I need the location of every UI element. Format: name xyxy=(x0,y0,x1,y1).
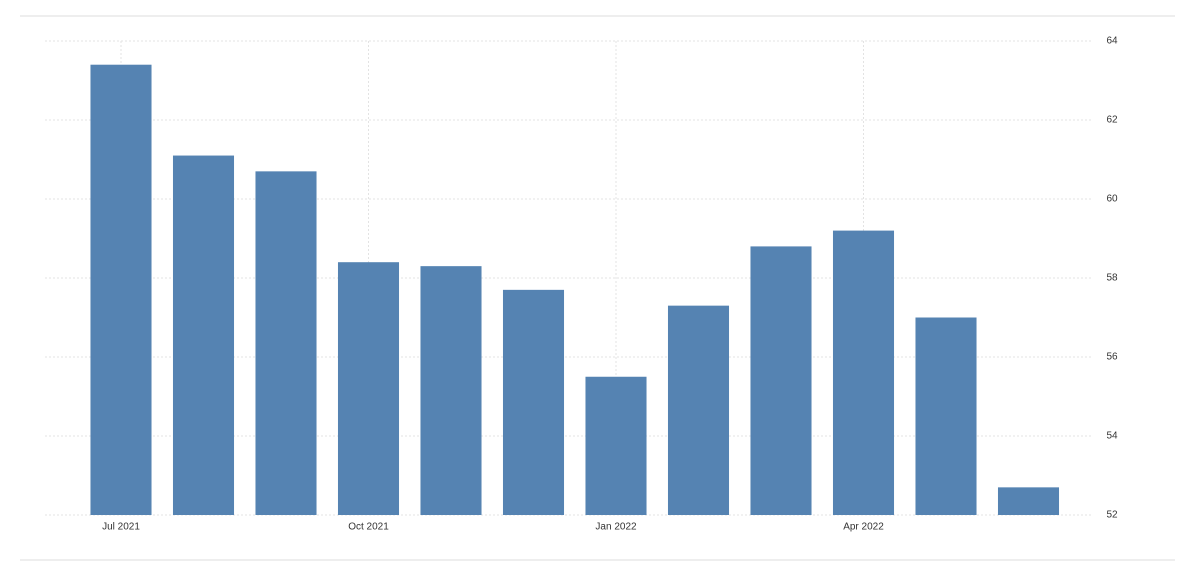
bar xyxy=(90,64,152,515)
y-tick-label: 60 xyxy=(1106,194,1118,205)
y-tick-label: 52 xyxy=(1106,510,1118,521)
y-tick-label: 62 xyxy=(1106,115,1118,126)
bar xyxy=(915,317,977,515)
bar xyxy=(750,246,812,515)
x-tick-label: Jul 2021 xyxy=(102,522,140,533)
bar xyxy=(997,487,1060,515)
bar xyxy=(420,266,482,515)
x-tick-label: Apr 2022 xyxy=(843,522,884,533)
y-tick-label: 56 xyxy=(1106,352,1118,363)
y-tick-label: 54 xyxy=(1106,431,1118,442)
bar xyxy=(502,289,565,515)
bar xyxy=(172,155,235,516)
bar xyxy=(255,171,317,515)
bar xyxy=(585,376,647,515)
y-tick-label: 64 xyxy=(1106,36,1118,47)
bar xyxy=(337,262,400,515)
y-tick-label: 58 xyxy=(1106,273,1118,284)
bar xyxy=(832,230,895,515)
bar xyxy=(667,305,730,515)
x-tick-label: Jan 2022 xyxy=(595,522,637,533)
x-tick-label: Oct 2021 xyxy=(348,522,389,533)
